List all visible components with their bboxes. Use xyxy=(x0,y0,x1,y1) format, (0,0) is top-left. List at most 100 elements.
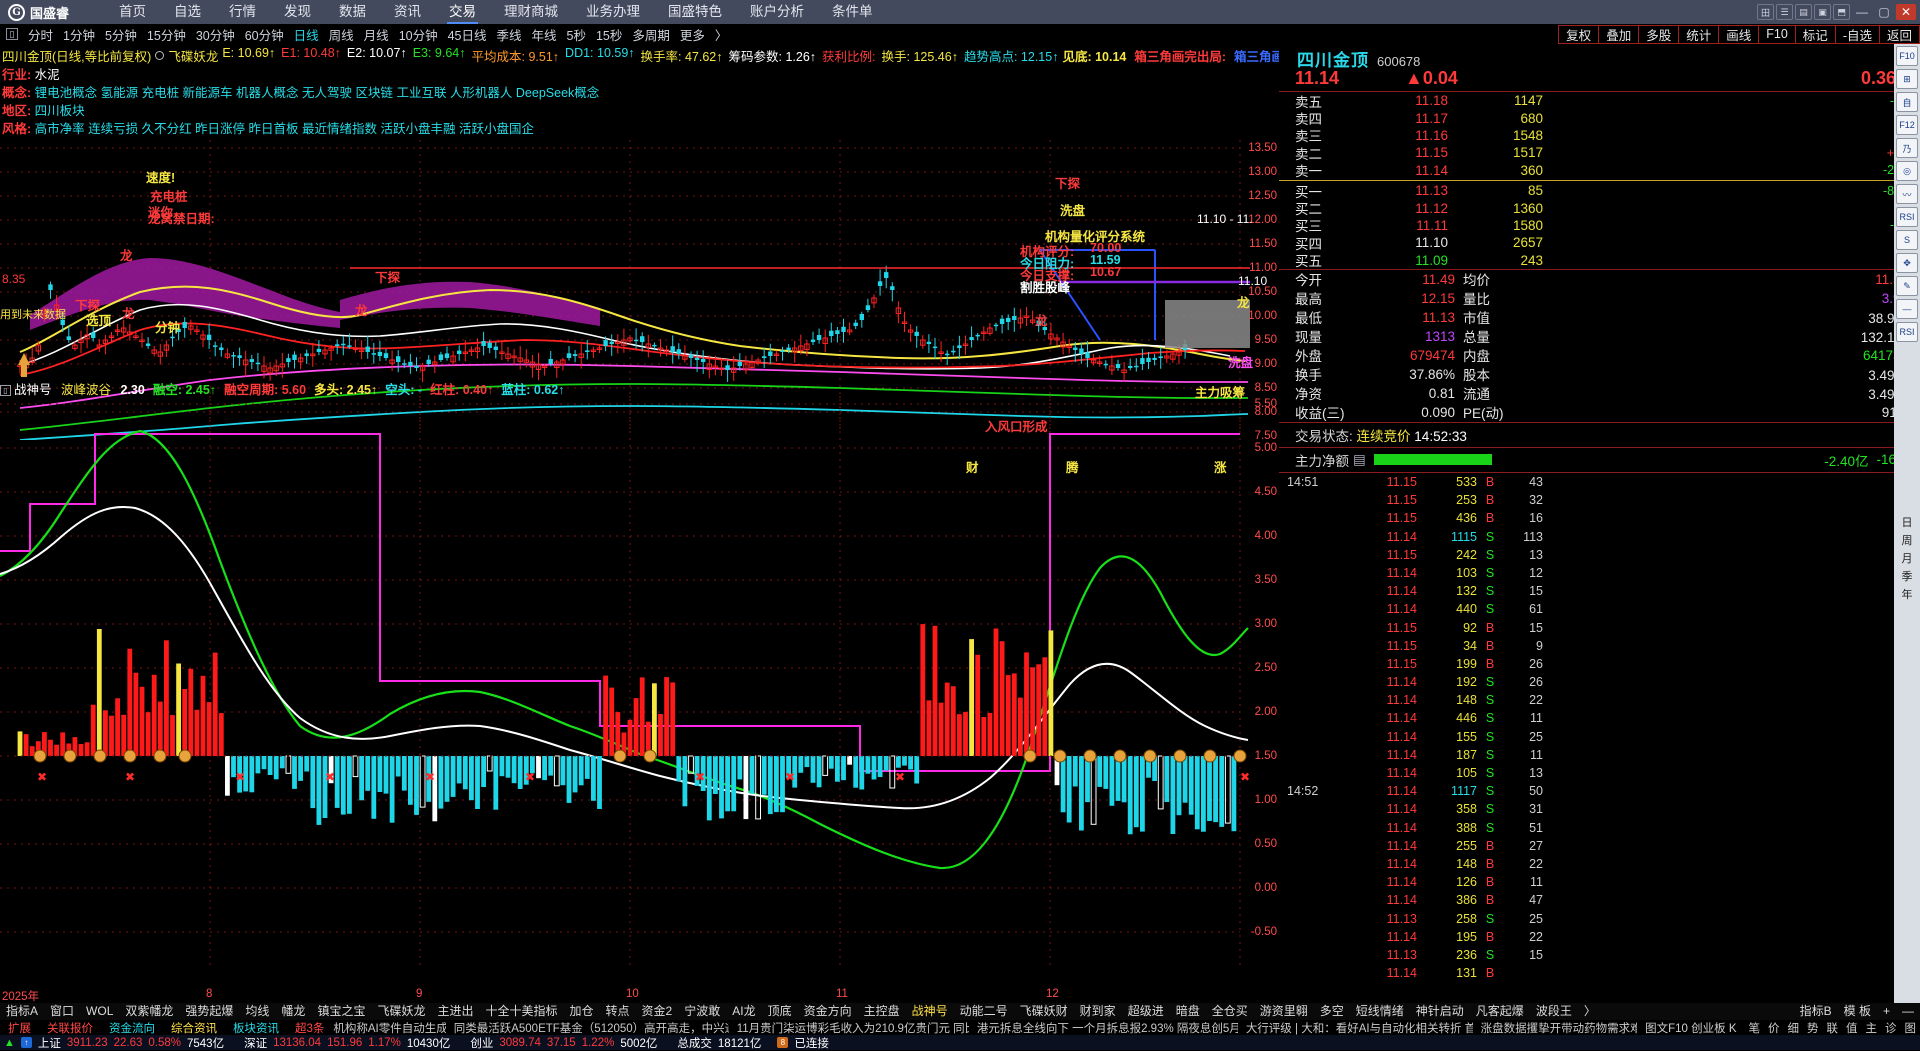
tool-标记[interactable]: 标记 xyxy=(1795,25,1835,44)
bottom-tab-加仓[interactable]: 加仓 xyxy=(564,1003,600,1020)
bottom-tab-主进出[interactable]: 主进出 xyxy=(431,1003,479,1020)
ratio-icon[interactable]: 乃 xyxy=(1896,138,1918,158)
news-item-4[interactable]: 大行评级 | 大和：看好AI与自动化相关转折 首选继续动力 xyxy=(1238,1020,1473,1036)
bottom-tab-转点[interactable]: 转点 xyxy=(600,1003,636,1020)
bottom-tab-多空[interactable]: 多空 xyxy=(1314,1003,1350,1020)
period-分时[interactable]: 分时 xyxy=(23,25,58,44)
bottom-tab-凡客起爆[interactable]: 凡客起爆 xyxy=(1470,1003,1530,1020)
bottom-tab-游资里翱[interactable]: 游资里翱 xyxy=(1254,1003,1314,1020)
move-icon[interactable]: ✥ xyxy=(1896,253,1918,273)
bottom-tab-WOL[interactable]: WOL xyxy=(80,1003,119,1020)
period-月线[interactable]: 月线 xyxy=(359,25,394,44)
timeframe-letter-月[interactable]: 月 xyxy=(1896,550,1918,568)
pencil-icon[interactable]: ✎ xyxy=(1896,276,1918,296)
bottom-tab-镇宝之宝[interactable]: 镇宝之宝 xyxy=(311,1003,371,1020)
bottom-tab-双紫幡龙[interactable]: 双紫幡龙 xyxy=(119,1003,179,1020)
menu-item-3[interactable]: 发现 xyxy=(270,0,325,24)
bottom-right-tab-模 板[interactable]: 模 板 xyxy=(1838,1003,1877,1020)
bottom-right-tab-指标B[interactable]: 指标B xyxy=(1794,1003,1838,1020)
bottom-tab-飞碟妖财[interactable]: 飞碟妖财 xyxy=(1014,1003,1074,1020)
tool-画线[interactable]: 画线 xyxy=(1718,25,1758,44)
period-多周期[interactable]: 多周期 xyxy=(627,25,675,44)
bottom-tab-动能二号[interactable]: 动能二号 xyxy=(954,1003,1014,1020)
period-30分钟[interactable]: 30分钟 xyxy=(191,25,240,44)
chart-area[interactable]: 四川金顶(日线,等比前复权) 飞碟妖龙 E: 10.69↑E1: 10.48↑E… xyxy=(0,44,1279,1003)
window-button-1[interactable]: ☰ xyxy=(1776,4,1793,20)
bottom-tab-指标A[interactable]: 指标A xyxy=(0,1003,44,1020)
period-1分钟[interactable]: 1分钟 xyxy=(58,25,100,44)
menu-item-7[interactable]: 理财商城 xyxy=(490,0,572,24)
bottom-tab-窗口[interactable]: 窗口 xyxy=(44,1003,80,1020)
menu-item-2[interactable]: 行情 xyxy=(215,0,270,24)
news-tab-关联报价[interactable]: 关联报价 xyxy=(39,1020,101,1036)
menu-item-4[interactable]: 数据 xyxy=(325,0,380,24)
window-button-2[interactable]: ▤ xyxy=(1795,4,1812,20)
bottom-tab-资金2[interactable]: 资金2 xyxy=(636,1003,679,1020)
tool-统计[interactable]: 统计 xyxy=(1678,25,1718,44)
bottom-tab-飞碟妖龙[interactable]: 飞碟妖龙 xyxy=(371,1003,431,1020)
news-item-3[interactable]: 港元拆息全线向下 一个月拆息报2.93% 隔夜息创5月以来最大跌幅 xyxy=(969,1020,1238,1036)
bottom-tab-〉[interactable]: 〉 xyxy=(1578,1003,1602,1020)
news-tab-综合资讯[interactable]: 综合资讯 xyxy=(163,1020,225,1036)
timeframe-letter-周[interactable]: 周 xyxy=(1896,532,1918,550)
news-item-1[interactable]: 同类最活跃A500ETF基金（512050）高开高走，中兴通讯等多股涨停 xyxy=(446,1020,729,1036)
main-fund-list-icon[interactable]: ▤ xyxy=(1353,452,1366,468)
news-right-势[interactable]: 势 xyxy=(1803,1020,1823,1036)
news-right-诊[interactable]: 诊 xyxy=(1881,1020,1901,1036)
indicator-chart[interactable]: ✖✖✖✖✖✖✖✖✖✖ xyxy=(0,396,1279,996)
bottom-tab-资金方向[interactable]: 资金方向 xyxy=(798,1003,858,1020)
bottom-tab-宁波敢[interactable]: 宁波敢 xyxy=(678,1003,726,1020)
bottom-right-tab-—[interactable]: — xyxy=(1896,1003,1920,1020)
news-right-笔[interactable]: 笔 xyxy=(1745,1020,1765,1036)
news-right-联[interactable]: 联 xyxy=(1823,1020,1843,1036)
struct-icon[interactable]: ⊞ xyxy=(1896,69,1918,89)
period-45日线[interactable]: 45日线 xyxy=(443,25,492,44)
news-item-2[interactable]: 11月贵门柒运博彩毛收入为210.9亿贵门元 同比增长14.4% xyxy=(729,1020,969,1036)
news-right-细[interactable]: 细 xyxy=(1784,1020,1804,1036)
window-button-4[interactable]: ⬒ xyxy=(1833,4,1850,20)
bottom-tab-全仓买[interactable]: 全仓买 xyxy=(1206,1003,1254,1020)
period-季线[interactable]: 季线 xyxy=(492,25,527,44)
bottom-tab-超级进[interactable]: 超级进 xyxy=(1122,1003,1170,1020)
self-icon[interactable]: 自 xyxy=(1896,92,1918,112)
news-right-主[interactable]: 主 xyxy=(1862,1020,1882,1036)
timeframe-letters[interactable]: 日周月季年 xyxy=(1896,514,1918,604)
menu-item-11[interactable]: 条件单 xyxy=(818,0,887,24)
F10-icon[interactable]: F10 xyxy=(1896,46,1918,66)
period-15分钟[interactable]: 15分钟 xyxy=(142,25,191,44)
bottom-tab-战神号[interactable]: 战神号 xyxy=(906,1003,954,1020)
period-10分钟[interactable]: 10分钟 xyxy=(394,25,443,44)
indicator-toggle-icon[interactable]: ▯ xyxy=(0,385,11,396)
axis-icon[interactable]: RSI xyxy=(1896,322,1918,342)
period-more-arrow-icon[interactable]: 〉 xyxy=(710,25,733,44)
tool--自选[interactable]: -自选 xyxy=(1835,25,1879,44)
news-item-0[interactable]: 机构称AI零件自动生成商场 xyxy=(325,1020,445,1036)
bottom-tab-主控盘[interactable]: 主控盘 xyxy=(858,1003,906,1020)
